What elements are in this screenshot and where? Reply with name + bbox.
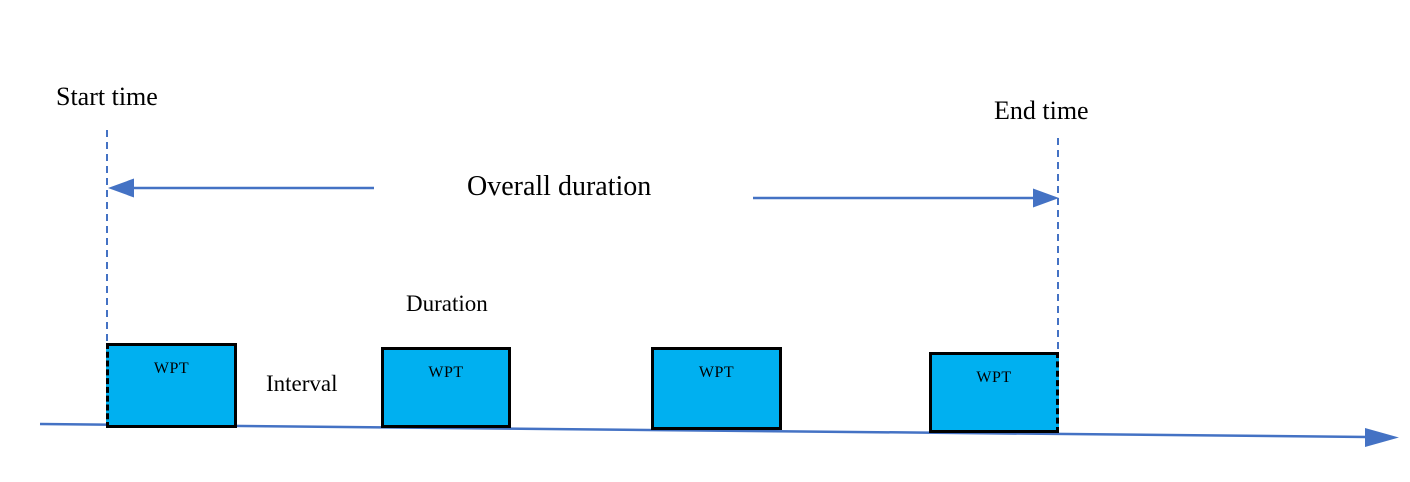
end-time-label: End time — [994, 96, 1089, 125]
wpt-box-4: WPT — [929, 352, 1059, 433]
overall-duration-left-arrow — [108, 178, 374, 198]
wpt-box-1: WPT — [106, 343, 237, 428]
time-axis-arrowhead-icon — [1365, 428, 1399, 447]
wpt-box-2: WPT — [381, 347, 511, 428]
wpt-box-1-label: WPT — [153, 360, 190, 377]
duration-label: Duration — [406, 291, 488, 316]
left-arrowhead-icon — [108, 178, 134, 198]
time-axis-line — [39, 422, 1369, 439]
overall-duration-label: Overall duration — [467, 171, 652, 202]
interval-label: Interval — [266, 371, 338, 396]
time-axis-arrow — [39, 422, 1399, 447]
wpt-box-2-label: WPT — [428, 364, 464, 381]
overall-duration-right-arrow — [753, 188, 1059, 208]
right-arrowhead-icon — [1033, 188, 1059, 208]
wpt-box-4-label: WPT — [976, 369, 1012, 386]
start-time-label: Start time — [56, 82, 158, 111]
wpt-box-3: WPT — [651, 347, 782, 430]
wpt-box-3-label: WPT — [698, 364, 735, 381]
